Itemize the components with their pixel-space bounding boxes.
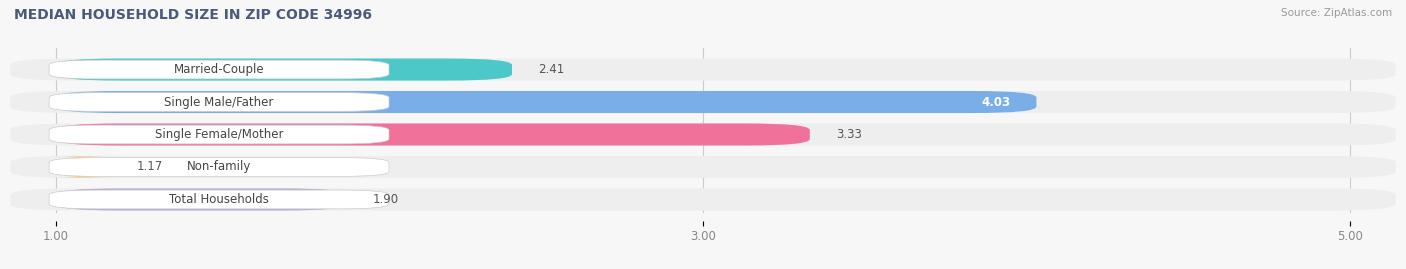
FancyBboxPatch shape — [56, 188, 347, 211]
FancyBboxPatch shape — [49, 93, 389, 111]
FancyBboxPatch shape — [10, 91, 1396, 113]
FancyBboxPatch shape — [49, 125, 389, 144]
FancyBboxPatch shape — [49, 190, 389, 209]
FancyBboxPatch shape — [49, 60, 389, 79]
FancyBboxPatch shape — [56, 58, 512, 81]
FancyBboxPatch shape — [46, 156, 121, 178]
Text: MEDIAN HOUSEHOLD SIZE IN ZIP CODE 34996: MEDIAN HOUSEHOLD SIZE IN ZIP CODE 34996 — [14, 8, 373, 22]
FancyBboxPatch shape — [10, 58, 1396, 81]
Text: 1.90: 1.90 — [373, 193, 399, 206]
Text: Total Households: Total Households — [169, 193, 269, 206]
Text: Non-family: Non-family — [187, 161, 252, 174]
FancyBboxPatch shape — [10, 188, 1396, 211]
Text: 3.33: 3.33 — [835, 128, 862, 141]
Text: Married-Couple: Married-Couple — [174, 63, 264, 76]
Text: 4.03: 4.03 — [981, 95, 1011, 108]
FancyBboxPatch shape — [10, 156, 1396, 178]
FancyBboxPatch shape — [10, 123, 1396, 146]
FancyBboxPatch shape — [56, 123, 810, 146]
Text: Single Female/Mother: Single Female/Mother — [155, 128, 283, 141]
Text: 2.41: 2.41 — [538, 63, 564, 76]
Text: 1.17: 1.17 — [136, 161, 163, 174]
FancyBboxPatch shape — [49, 158, 389, 176]
Text: Single Male/Father: Single Male/Father — [165, 95, 274, 108]
Text: Source: ZipAtlas.com: Source: ZipAtlas.com — [1281, 8, 1392, 18]
FancyBboxPatch shape — [56, 91, 1036, 113]
